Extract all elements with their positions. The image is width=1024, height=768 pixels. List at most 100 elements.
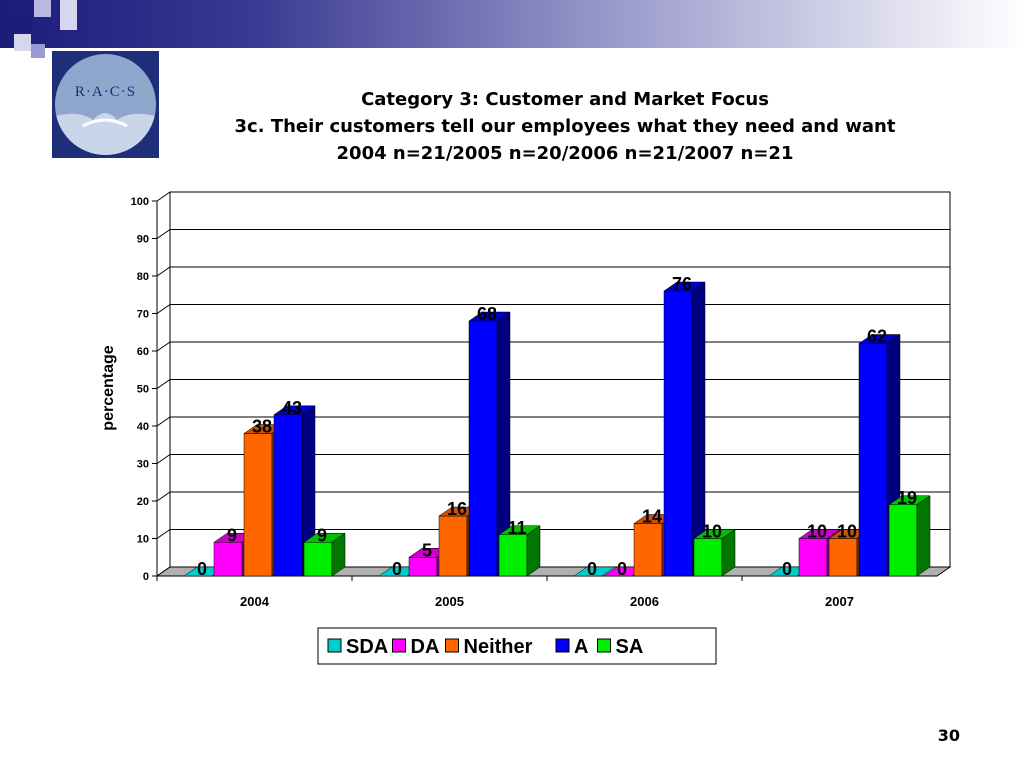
legend-swatch bbox=[555, 638, 570, 653]
gridline-side bbox=[156, 491, 171, 502]
x-tick-label: 2006 bbox=[630, 594, 659, 609]
racs-logo: R·A·C·S bbox=[52, 51, 159, 158]
legend-label: DA bbox=[411, 636, 440, 658]
bar bbox=[273, 405, 316, 577]
data-label: 68 bbox=[477, 304, 497, 324]
x-tick-label: 2005 bbox=[435, 594, 464, 609]
gridline-side bbox=[156, 266, 171, 277]
bar-side bbox=[526, 525, 541, 577]
bar bbox=[663, 281, 706, 577]
bar-front bbox=[693, 538, 723, 577]
y-tick-label: 0 bbox=[143, 571, 149, 583]
legend-label: A bbox=[574, 636, 588, 658]
legend-label: SA bbox=[616, 636, 644, 658]
y-tick-label: 50 bbox=[137, 384, 149, 396]
y-tick-label: 60 bbox=[137, 346, 149, 358]
gridline-side bbox=[156, 304, 171, 314]
legend-swatch bbox=[392, 638, 406, 653]
data-label: 14 bbox=[642, 507, 662, 527]
gridline-side bbox=[156, 191, 171, 202]
bar-front bbox=[798, 538, 828, 577]
y-tick-label: 20 bbox=[137, 496, 149, 508]
legend-item: SDA bbox=[327, 636, 388, 658]
data-label: 10 bbox=[807, 522, 827, 542]
x-tick-label: 2004 bbox=[240, 594, 270, 609]
legend-swatch bbox=[597, 638, 611, 653]
bar-side bbox=[721, 529, 736, 577]
bar-front bbox=[633, 523, 663, 577]
decor-square bbox=[14, 34, 31, 51]
gridline-side bbox=[156, 416, 171, 427]
bar-side bbox=[331, 532, 346, 577]
bar-front bbox=[303, 542, 333, 577]
legend-label: SDA bbox=[346, 636, 388, 658]
bar bbox=[693, 529, 736, 577]
bar-front bbox=[438, 515, 468, 577]
legend-item: SA bbox=[597, 636, 644, 658]
title-line-1: Category 3: Customer and Market Focus bbox=[361, 89, 769, 110]
decor-square bbox=[31, 44, 45, 58]
y-tick-label: 100 bbox=[131, 196, 149, 208]
bar-front bbox=[213, 542, 243, 577]
x-tick-label: 2007 bbox=[825, 594, 854, 609]
y-tick-label: 90 bbox=[137, 234, 149, 246]
y-axis-label: percentage bbox=[100, 345, 117, 430]
data-label: 38 bbox=[252, 417, 272, 437]
data-label: 0 bbox=[782, 559, 792, 579]
gridline-side bbox=[156, 454, 171, 464]
bar-front bbox=[243, 433, 273, 577]
legend-item: Neither bbox=[445, 636, 533, 658]
bar-front bbox=[888, 504, 918, 577]
bar bbox=[303, 532, 346, 577]
bar bbox=[888, 495, 931, 577]
title-line-3: 2004 n=21/2005 n=20/2006 n=21/2007 n=21 bbox=[336, 143, 794, 164]
bar-front bbox=[498, 534, 528, 577]
data-label: 11 bbox=[507, 518, 526, 538]
data-label: 9 bbox=[317, 525, 327, 545]
slide-title: Category 3: Customer and Market Focus 3c… bbox=[190, 86, 940, 167]
data-label: 10 bbox=[702, 522, 722, 542]
y-tick-label: 80 bbox=[137, 271, 149, 283]
data-label: 10 bbox=[837, 522, 857, 542]
logo-mountain bbox=[55, 113, 156, 155]
y-tick-label: 10 bbox=[137, 534, 149, 546]
y-tick-label: 30 bbox=[137, 459, 149, 471]
page-number: 30 bbox=[937, 726, 960, 745]
data-label: 0 bbox=[197, 559, 207, 579]
data-label: 0 bbox=[617, 559, 627, 579]
decor-square bbox=[60, 0, 77, 30]
bar-side bbox=[916, 495, 931, 577]
bar-flat bbox=[573, 566, 616, 577]
data-label: 16 bbox=[447, 499, 467, 519]
bar bbox=[498, 525, 541, 577]
data-label: 0 bbox=[392, 559, 402, 579]
title-line-2: 3c. Their customers tell our employees w… bbox=[234, 116, 896, 137]
bar-front bbox=[828, 538, 858, 577]
bar-front bbox=[468, 320, 498, 577]
data-label: 62 bbox=[867, 327, 887, 347]
logo-circle: R·A·C·S bbox=[55, 54, 156, 155]
legend-item: A bbox=[555, 636, 588, 658]
bar-front bbox=[273, 414, 303, 577]
header-band bbox=[0, 0, 1024, 48]
legend-label: Neither bbox=[464, 636, 533, 658]
y-tick-label: 40 bbox=[137, 421, 149, 433]
gridline-side bbox=[156, 341, 171, 352]
legend-box bbox=[317, 627, 717, 665]
y-tick-label: 70 bbox=[137, 309, 149, 321]
gridline-side bbox=[156, 529, 171, 539]
bar bbox=[468, 311, 511, 577]
legend-swatch bbox=[445, 638, 459, 653]
legend: SDA DA Neither A SA bbox=[317, 627, 717, 665]
data-label: 9 bbox=[227, 525, 237, 545]
decor-square bbox=[14, 14, 31, 31]
decor-square bbox=[34, 0, 51, 17]
data-label: 5 bbox=[422, 540, 432, 560]
bar-front bbox=[663, 290, 693, 577]
data-label: 76 bbox=[672, 274, 692, 294]
bar bbox=[573, 566, 616, 577]
bar-front bbox=[858, 343, 888, 577]
data-label: 19 bbox=[897, 488, 917, 508]
gridline-side bbox=[156, 229, 171, 239]
